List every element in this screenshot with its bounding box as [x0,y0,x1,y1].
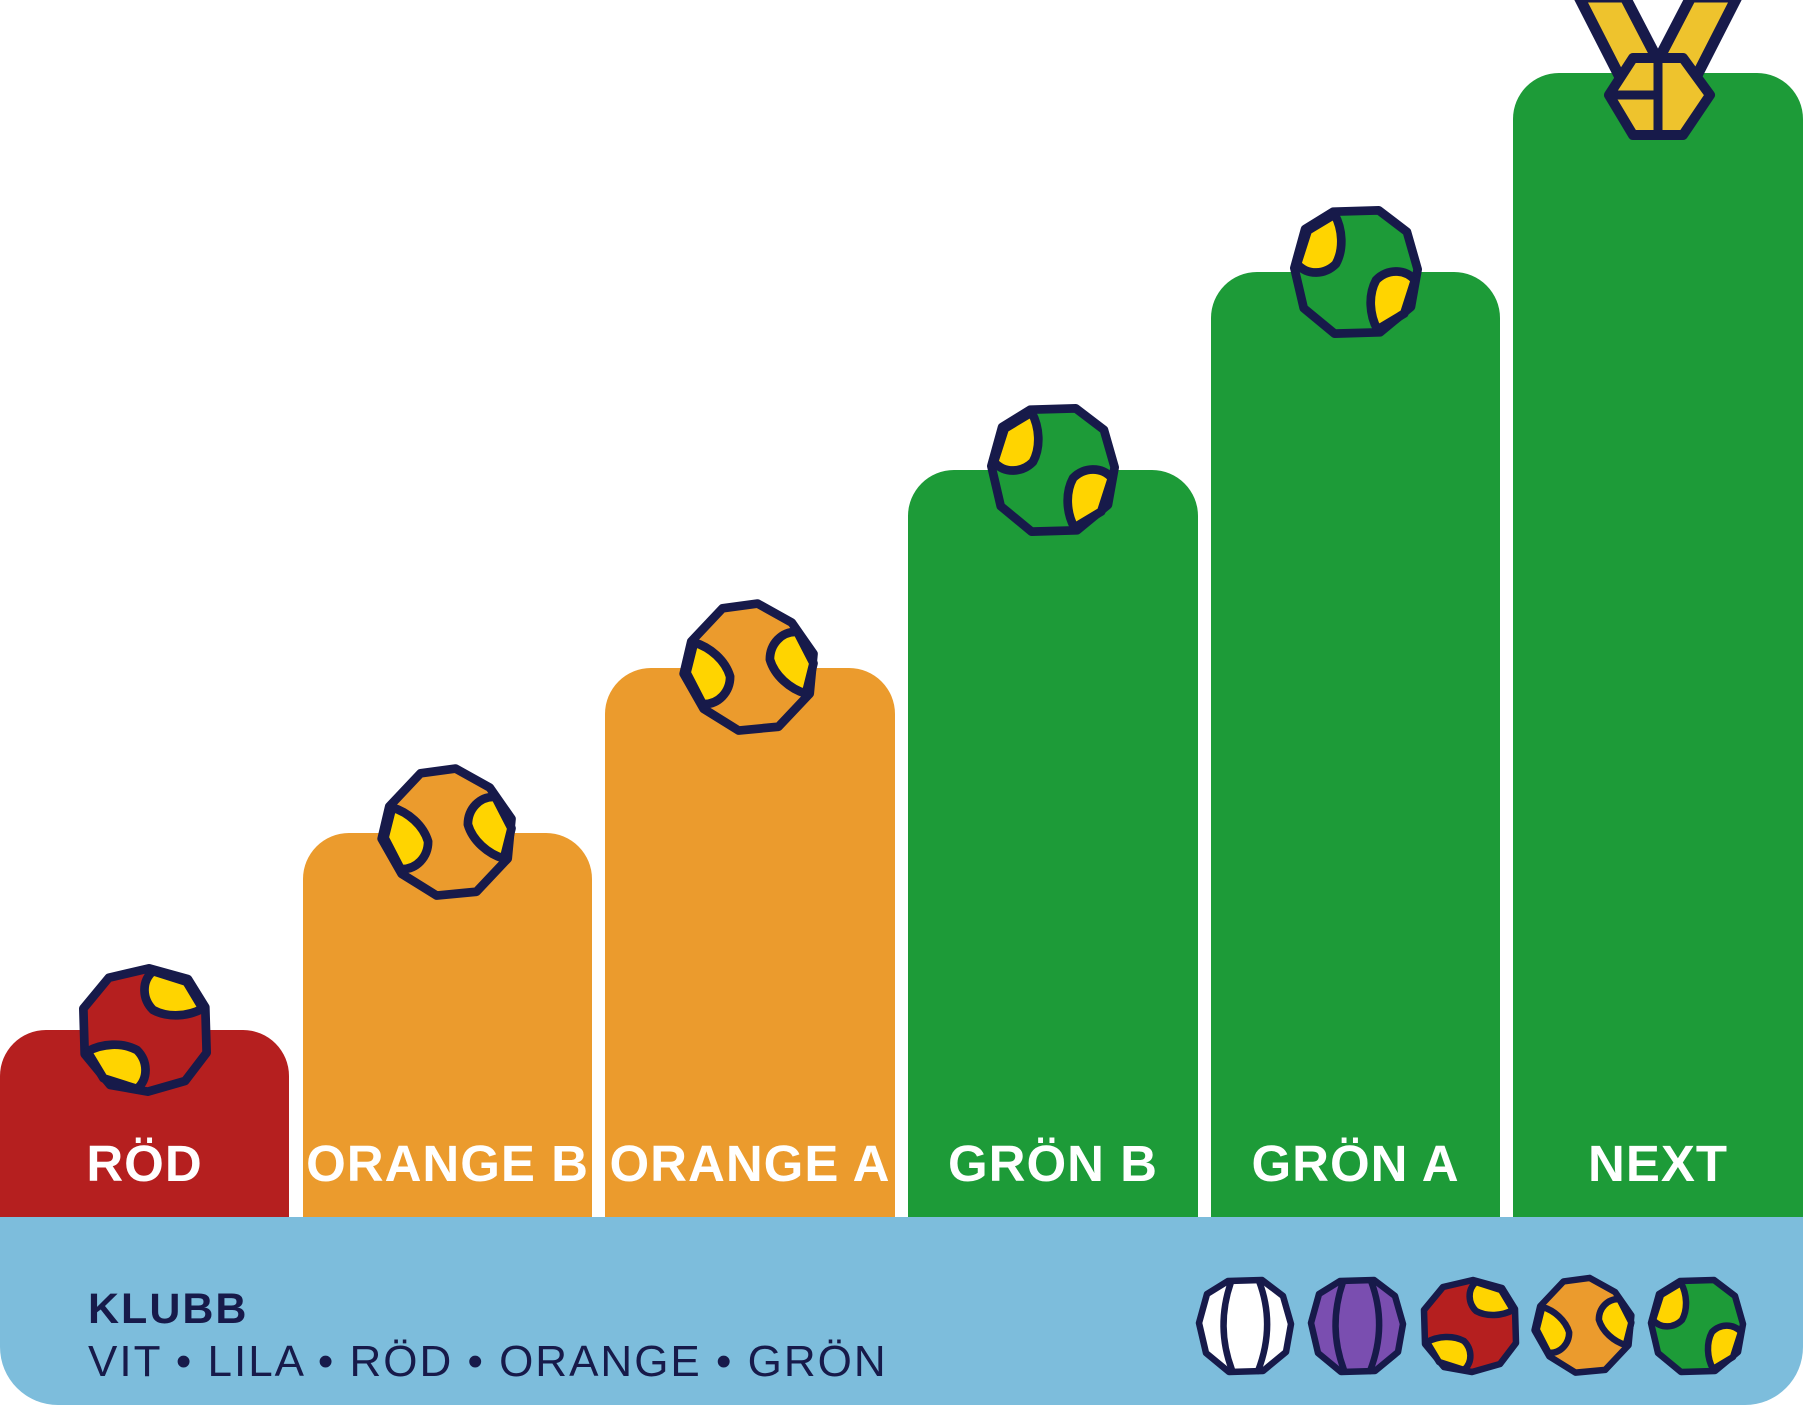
footer-tennis-ball-icon-green [1647,1276,1747,1376]
footer-tennis-ball-icon-white [1195,1276,1295,1376]
level-label-gr-n-a: GRÖN A [1251,1135,1460,1192]
level-bar-orange-b: ORANGE B [303,833,592,1217]
footer-tennis-ball-icon-red [1420,1276,1520,1376]
footer-tennis-ball-icon-orange [1531,1274,1635,1376]
level-bar-orange-a: ORANGE A [605,668,895,1217]
level-label-orange-b: ORANGE B [306,1135,589,1192]
level-label-orange-a: ORANGE A [609,1135,891,1192]
footer: KLUBB VIT • LILA • RÖD • ORANGE • GRÖN [0,1217,1803,1405]
level-bar-gr-n-b: GRÖN B [908,470,1198,1217]
level-label-gr-n-b: GRÖN B [948,1135,1158,1192]
footer-title: KLUBB [88,1285,249,1333]
footer-subtitle: VIT • LILA • RÖD • ORANGE • GRÖN [88,1337,888,1386]
level-label-next: NEXT [1587,1135,1729,1192]
level-label-r-d: RÖD [86,1135,203,1192]
level-bar-gr-n-a: GRÖN A [1211,272,1500,1217]
footer-tennis-ball-icon-purple [1307,1276,1407,1376]
level-bar-r-d: RÖD [0,1030,289,1217]
level-bar-next: NEXT [1513,73,1803,1217]
